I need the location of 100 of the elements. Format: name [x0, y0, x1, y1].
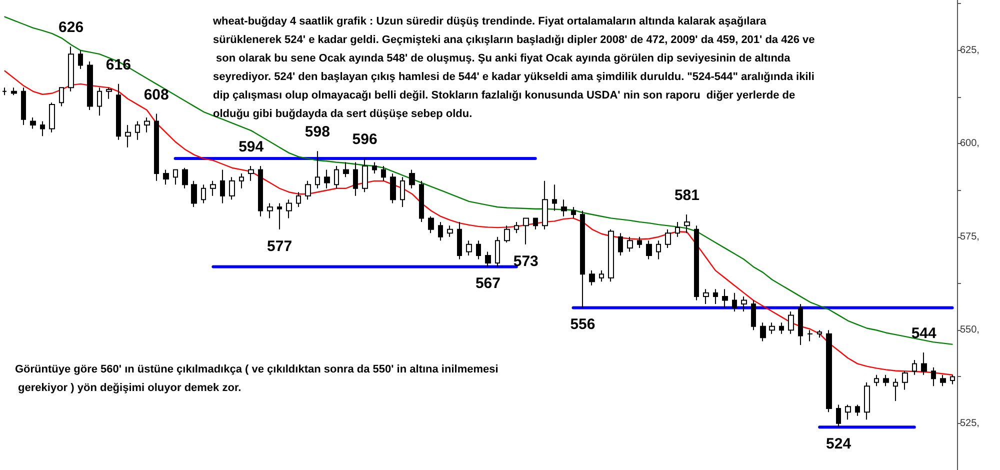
candlestick	[741, 296, 747, 312]
candlestick	[713, 288, 718, 305]
candlestick	[315, 150, 320, 189]
candlestick	[855, 404, 860, 416]
candlestick	[40, 120, 45, 137]
candlestick	[637, 236, 642, 249]
candlestick	[589, 270, 595, 286]
candlestick	[646, 240, 652, 260]
candlestick	[807, 330, 813, 342]
candlestick	[419, 180, 424, 222]
line-series	[4, 16, 953, 345]
candlestick	[902, 370, 908, 390]
candlestick	[656, 240, 661, 260]
candlestick	[769, 322, 775, 334]
candlestick	[438, 221, 443, 242]
candlestick	[684, 214, 690, 234]
y-tick-label: 600,	[960, 138, 980, 150]
candlestick	[845, 404, 851, 420]
candlestick	[144, 117, 150, 133]
candlestick	[912, 359, 917, 376]
annotation: 524	[826, 436, 852, 453]
candlestick	[173, 169, 178, 186]
candlestick	[514, 221, 519, 234]
candlestick	[239, 172, 244, 189]
annotation: 626	[58, 19, 84, 36]
candlestick	[390, 172, 396, 204]
candlestick	[409, 169, 415, 189]
candlestick	[49, 102, 55, 133]
candlestick	[362, 158, 368, 193]
candlestick	[229, 176, 235, 200]
candlestick	[883, 374, 889, 387]
candlestick	[59, 87, 64, 107]
candlestick	[116, 83, 121, 140]
candlestick	[779, 322, 784, 334]
candlestick	[817, 330, 822, 338]
candlestick	[201, 184, 206, 204]
candlestick	[788, 310, 794, 334]
candlestick	[220, 169, 225, 204]
annotation: 556	[570, 316, 596, 334]
candlestick	[608, 228, 614, 282]
y-tick-label: 625,	[960, 44, 980, 56]
annotation: Görüntüye göre 560' ın üstüne çıkılmadıkça ( ve çıkıldıktan sonra da 550' in altına inilmemesi gerekiyor ) yön değişimi oluyor demek zor.	[15, 363, 498, 394]
candlestick	[665, 228, 671, 249]
annotation: 598	[304, 124, 330, 141]
candlestick	[523, 218, 529, 245]
annotation: 594	[238, 138, 264, 156]
annotation: wheat-buğday 4 saatlik grafik : Uzun süredir düşüş trendinde. Fiyat ortalamaların altında kalarak aşağılara sürüklenerek 524' e kadar geldi. Geçmişteki ana çıkışların başladığı dipler 2008' de 472, 2009' da 459, 201' da 426 ve son olarak bu sene Ocak ayında 548' de oluşmuş. Şu anki fiyat Ocak ayında görülen dip seviyesinin de altında seyrediyor. 524' den başlayan çıkış hamlesi de 544' e kadar yükseldi ama şimdilik duruldu. "524-544" aralığında ikili dip çalışması olup olmayacağı belli değil. Stokların fazlalığı konusunda USDA' nin son raporu diğer yerlerde de olduğu gibi buğdayda da sert düşüşe sebep oldu.	[212, 15, 818, 120]
candlestick	[893, 378, 898, 402]
candlestick	[191, 180, 197, 208]
candlestick	[533, 218, 538, 230]
candlestick	[154, 113, 159, 182]
candlestick	[30, 117, 36, 130]
candlestick	[476, 240, 481, 260]
annotation: 608	[144, 86, 169, 104]
candlestick	[940, 374, 946, 387]
candlestick	[466, 240, 472, 256]
candlestick	[372, 162, 377, 174]
candlestick	[836, 404, 841, 428]
candlestick	[353, 162, 358, 196]
candlestick	[87, 61, 93, 111]
candlestick	[561, 199, 567, 217]
candlestick	[277, 202, 282, 230]
candlestick	[760, 322, 766, 342]
candlestick	[68, 46, 74, 92]
candlestick	[305, 180, 311, 200]
candlestick	[694, 225, 699, 301]
candlestick	[457, 221, 462, 260]
candlestick	[931, 366, 936, 387]
candlestick	[286, 199, 292, 219]
candlestick	[495, 236, 500, 268]
candlestick	[248, 165, 254, 182]
candlestick	[182, 167, 188, 189]
candlestick	[485, 251, 491, 268]
candlestick	[542, 180, 548, 230]
candlestick	[97, 87, 102, 116]
candlestick	[400, 176, 405, 208]
candlestick	[296, 192, 301, 208]
candlestick	[675, 221, 680, 238]
candlestick	[163, 169, 169, 186]
candlestick	[447, 225, 453, 238]
candlestick	[125, 124, 131, 148]
candlestick	[627, 236, 633, 252]
annotation: 573	[513, 252, 538, 270]
y-tick-label: 575,	[960, 231, 980, 242]
annotation: 544	[911, 325, 938, 342]
candlestick	[504, 225, 510, 243]
candlestick	[874, 374, 879, 387]
candlestick	[258, 165, 263, 217]
candlestick	[732, 292, 737, 312]
candlestick	[324, 169, 330, 189]
candlestick	[343, 162, 349, 178]
candlestick	[334, 165, 339, 189]
candlestick	[428, 216, 434, 234]
candlestick	[751, 300, 756, 331]
candlestick	[722, 288, 728, 308]
candlestick	[210, 180, 216, 196]
candlestick	[135, 120, 140, 140]
y-tick-label: 525,	[960, 418, 980, 429]
candlestick	[798, 304, 803, 346]
y-tick-label: 550,	[960, 324, 980, 336]
